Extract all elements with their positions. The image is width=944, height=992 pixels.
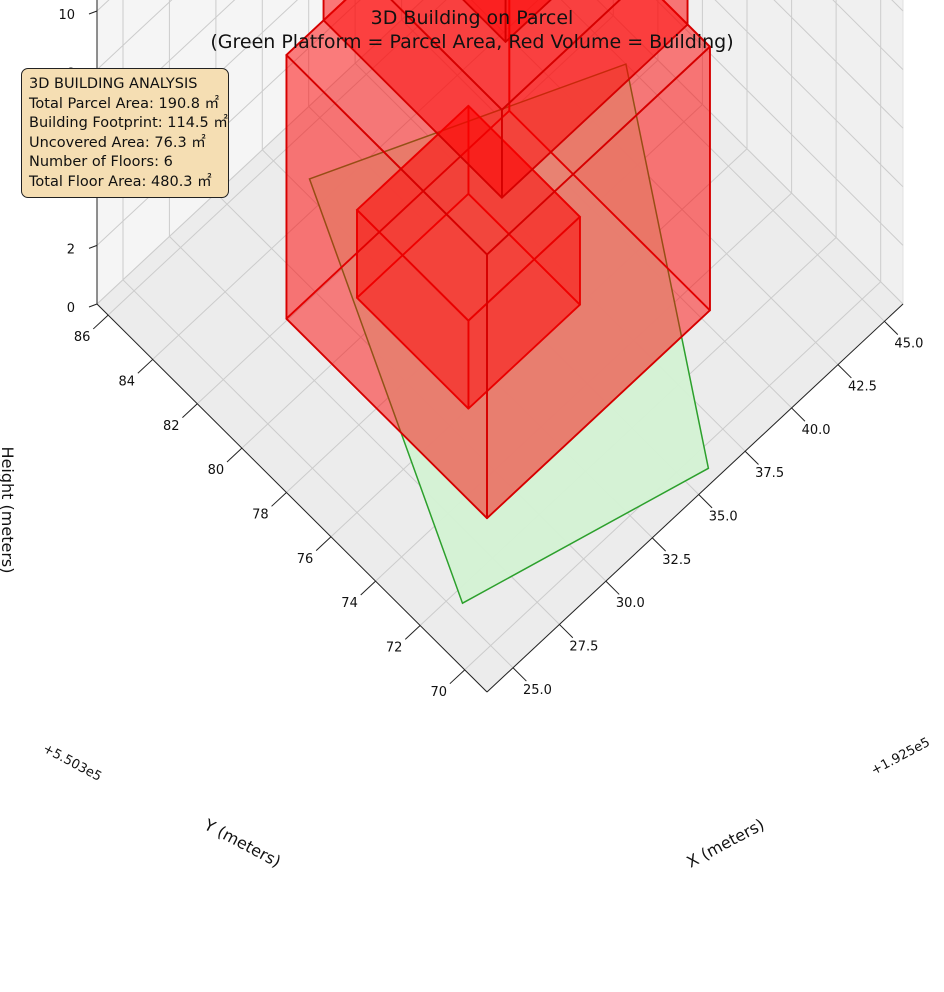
info-line-floor-area: Total Floor Area: 480.3 ㎡ <box>29 173 212 190</box>
info-line-floors: Number of Floors: 6 <box>29 154 173 170</box>
building-side-face <box>322 0 347 22</box>
y-tick <box>226 447 243 463</box>
building-volumes <box>285 0 712 605</box>
y-tick-label: 84 <box>118 374 135 389</box>
z-tick-label: 0 <box>67 301 75 316</box>
analysis-info-box: 3D BUILDING ANALYSIS Total Parcel Area: … <box>21 68 229 198</box>
y-tick <box>182 403 198 418</box>
y-tick <box>449 669 466 685</box>
y-tick-label: 76 <box>297 552 314 567</box>
x-tick <box>744 450 759 465</box>
x-axis-label: X (meters) <box>683 815 767 872</box>
building-top-face <box>285 0 712 256</box>
x-tick <box>512 667 527 682</box>
y-axis-line <box>486 303 904 693</box>
chart-title: 3D Building on Parcel <box>370 7 574 29</box>
chart-subtitle: (Green Platform = Parcel Area, Red Volum… <box>210 31 734 53</box>
x-tick <box>605 580 620 595</box>
building-volume <box>285 0 712 520</box>
z-tick <box>88 303 98 308</box>
x-tick-label: 25.0 <box>523 683 552 698</box>
x-tick <box>559 624 574 639</box>
info-line-parcel-area: Total Parcel Area: 190.8 ㎡ <box>29 95 220 112</box>
y-tick-label: 74 <box>341 596 358 611</box>
y-tick-label: 86 <box>74 330 91 345</box>
building-bottom-face <box>462 0 552 44</box>
z-tick-label: 10 <box>58 8 75 23</box>
y-tick-label: 82 <box>163 419 180 434</box>
y-tick-label: 78 <box>252 507 269 522</box>
x-offset-label: +1.925e5 <box>869 735 933 778</box>
info-box-heading: 3D BUILDING ANALYSIS <box>29 76 198 92</box>
x-gridline <box>470 0 839 365</box>
x-tick <box>837 364 852 379</box>
info-line-footprint: Building Footprint: 114.5 ㎡ <box>29 115 228 131</box>
building-volume <box>322 0 689 199</box>
z-axis-label: Height (meters) <box>0 447 17 574</box>
x-tick-label: 45.0 <box>894 336 923 351</box>
x-tick <box>651 537 667 552</box>
z-gridline <box>96 0 904 246</box>
parcel-platform <box>308 63 710 605</box>
x-tick-label: 42.5 <box>848 380 877 395</box>
z-tick <box>88 10 98 15</box>
y-offset-label: +5.503e5 <box>40 741 104 784</box>
building-volume <box>462 0 552 44</box>
building-side-face <box>462 0 507 43</box>
building-side-face <box>504 0 552 43</box>
y-gridline <box>107 0 447 316</box>
y-tick <box>360 580 376 596</box>
x-tick-label: 30.0 <box>616 596 645 611</box>
z-gridline <box>96 0 904 188</box>
x-tick-label: 32.5 <box>662 553 691 568</box>
z-tick-label: 2 <box>67 242 75 257</box>
x-tick-label: 37.5 <box>755 466 784 481</box>
building-volume <box>355 104 582 410</box>
y-tick <box>92 314 109 330</box>
building-side-face <box>661 0 689 26</box>
y-tick <box>137 359 154 374</box>
x-gridline <box>560 0 885 322</box>
building-top-face <box>355 104 582 322</box>
y-gridline <box>152 0 539 360</box>
x-tick-label: 35.0 <box>709 510 738 525</box>
building-top-face <box>390 0 621 112</box>
y-tick <box>271 492 287 507</box>
z-tick <box>88 244 98 249</box>
y-tick-label: 72 <box>386 640 403 655</box>
y-tick <box>315 536 332 552</box>
x-tick-label: 27.5 <box>569 639 598 654</box>
x-tick <box>884 320 899 335</box>
x-tick <box>791 407 806 422</box>
y-tick-label: 70 <box>430 685 447 700</box>
z-gridline <box>96 0 904 305</box>
y-tick <box>404 625 421 640</box>
x-axis-line <box>96 303 488 693</box>
x-tick-label: 40.0 <box>802 423 831 438</box>
y-axis-label: Y (meters) <box>200 815 284 872</box>
x-tick <box>698 494 713 509</box>
info-line-uncovered: Uncovered Area: 76.3 ㎡ <box>29 134 206 151</box>
y-tick-label: 80 <box>208 463 225 478</box>
